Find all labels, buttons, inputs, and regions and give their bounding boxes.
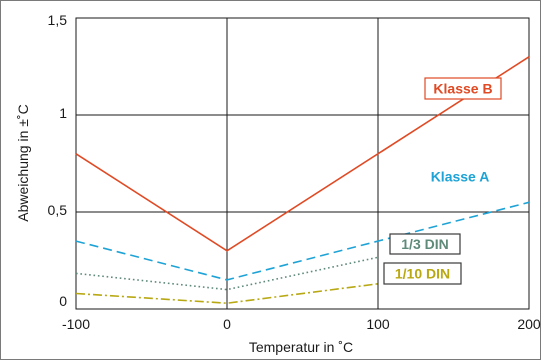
series-label-box [383,262,462,285]
series-lines [75,56,530,305]
series-label-box [424,77,502,100]
series-label-text: Klasse A [431,169,490,185]
x-tick-label: -100 [62,316,90,332]
series-label-box [389,233,461,255]
x-axis-label: Temperatur in ˚C [249,339,353,355]
grid [75,17,530,310]
x-tick-label: 200 [517,316,541,332]
y-tick-label: 1 [59,105,67,121]
y-tick-label: 1,5 [48,12,68,28]
series-label-2: 1/3 DIN [389,233,461,255]
x-tick-label: 0 [223,316,231,332]
series-label-text: 1/10 DIN [395,266,450,282]
series-label-text: 1/3 DIN [401,236,448,252]
series-line-0 [75,56,530,252]
series-label-box [421,165,499,188]
y-axis-label: Abweichung in ±˚C [15,104,31,221]
x-tick-label: 100 [366,316,390,332]
tick-labels: -100 0 100 200 0 0,5 1 1,5 [48,12,541,332]
series-label-1: Klasse A [421,165,499,188]
series-label-3: 1/10 DIN [383,262,462,285]
series-label-0: Klasse B [424,77,502,100]
series-line-1 [75,201,530,281]
plot-border [75,17,530,310]
y-tick-label: 0 [59,293,67,309]
y-tick-label: 0,5 [48,202,68,218]
series-labels: Klasse B Klasse A 1/3 DIN 1/10 DIN [383,77,502,285]
series-label-text: Klasse B [433,81,492,97]
